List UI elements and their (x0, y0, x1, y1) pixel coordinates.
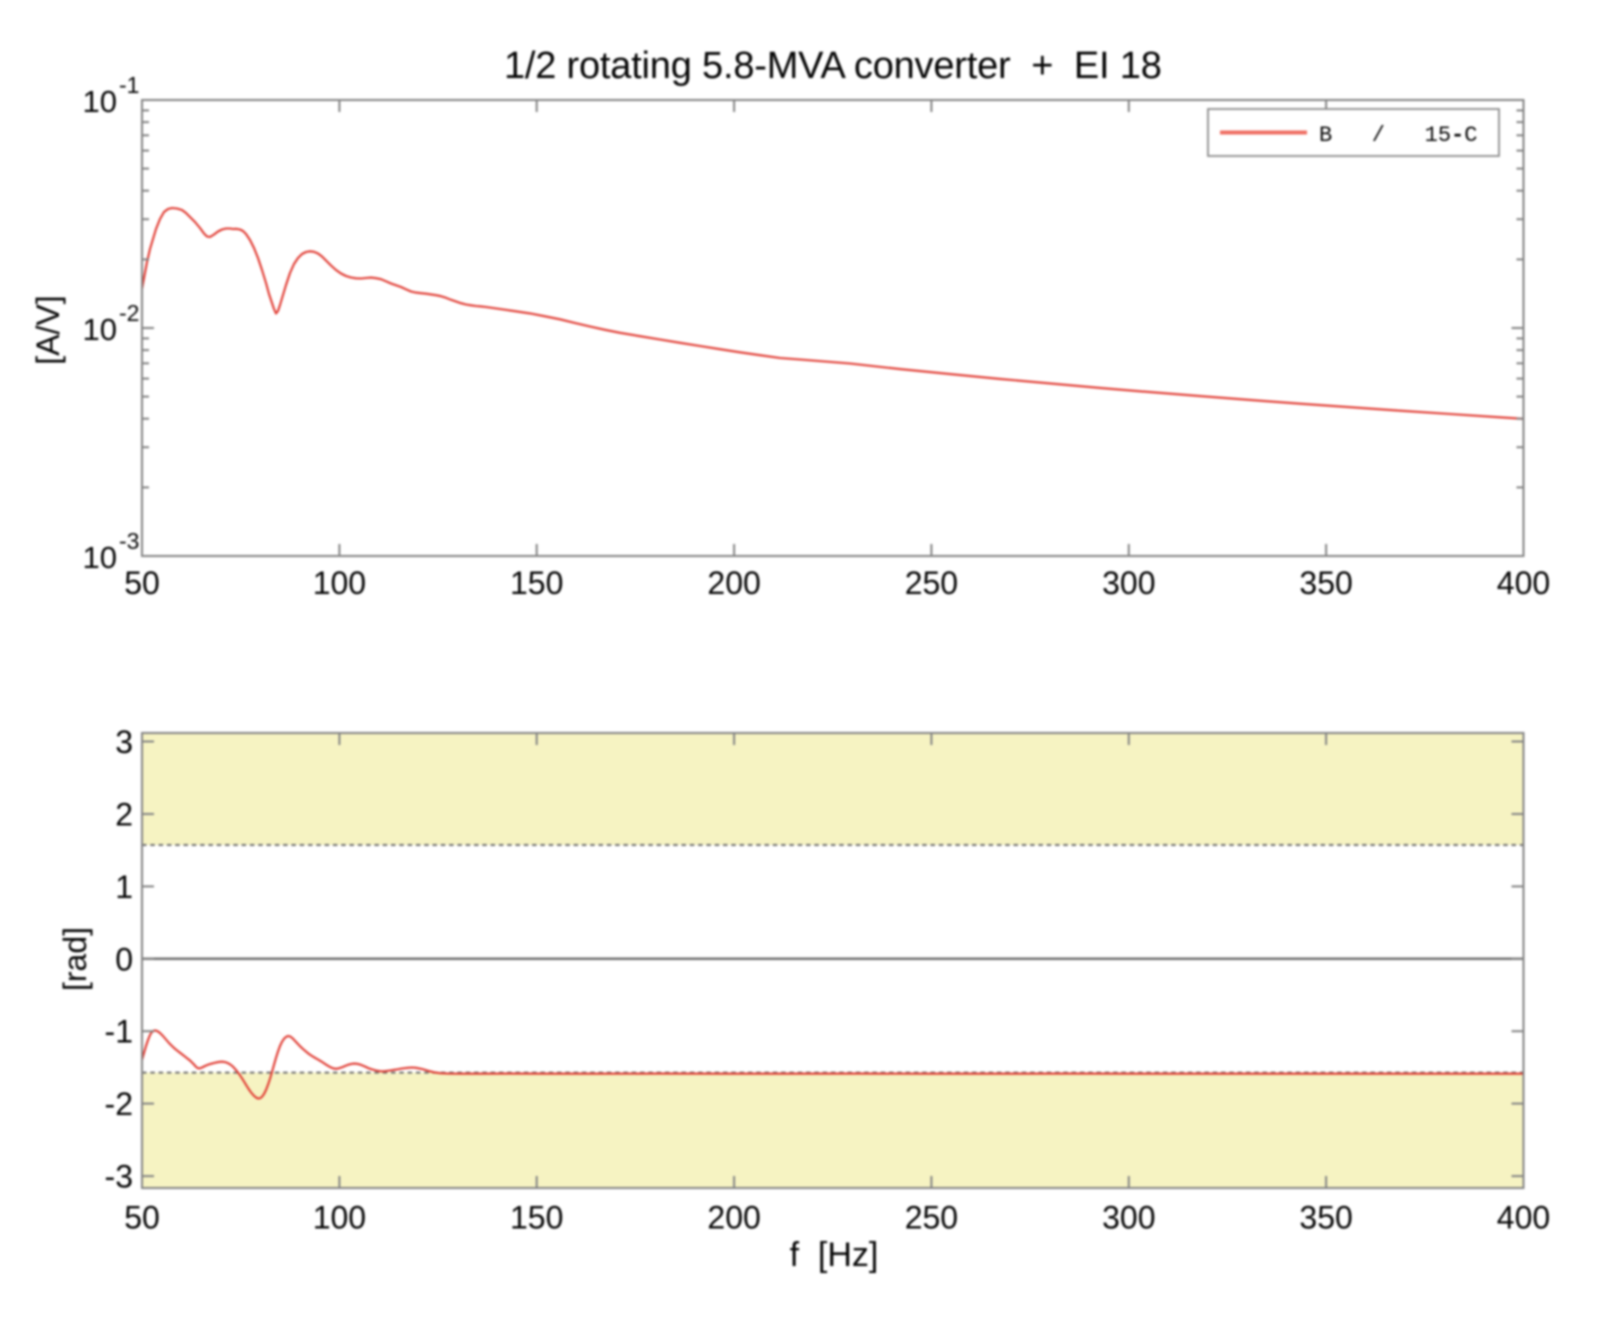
svg-text:-1: -1 (119, 72, 139, 98)
svg-text:[A/V]: [A/V] (30, 295, 66, 364)
svg-text:100: 100 (313, 1200, 366, 1236)
svg-text:10: 10 (83, 540, 117, 575)
svg-text:100: 100 (313, 565, 366, 601)
svg-text:200: 200 (707, 565, 760, 601)
svg-text:400: 400 (1497, 565, 1550, 601)
svg-text:f [Hz]: f [Hz] (790, 1236, 879, 1274)
svg-text:350: 350 (1299, 565, 1352, 601)
svg-text:-3: -3 (119, 528, 139, 554)
svg-text:250: 250 (905, 565, 958, 601)
svg-text:400: 400 (1497, 1200, 1550, 1236)
svg-text:0: 0 (115, 941, 133, 977)
svg-text:1/2 rotating 5.8-MVA converter: 1/2 rotating 5.8-MVA converter + EI 18 (504, 45, 1162, 87)
svg-text:3: 3 (115, 724, 133, 760)
svg-text:10: 10 (83, 84, 117, 119)
svg-text:300: 300 (1102, 1200, 1155, 1236)
svg-text:50: 50 (124, 565, 160, 601)
svg-text:-1: -1 (105, 1014, 133, 1050)
svg-text:350: 350 (1299, 1200, 1352, 1236)
svg-text:150: 150 (510, 1200, 563, 1236)
svg-text:-2: -2 (105, 1086, 133, 1122)
svg-text:B / 15-C: B / 15-C (1319, 123, 1477, 148)
svg-text:300: 300 (1102, 565, 1155, 601)
svg-text:200: 200 (707, 1200, 760, 1236)
svg-text:1: 1 (115, 869, 133, 905)
svg-text:[rad]: [rad] (57, 927, 93, 991)
svg-text:250: 250 (905, 1200, 958, 1236)
svg-text:2: 2 (115, 797, 133, 833)
svg-text:150: 150 (510, 565, 563, 601)
svg-text:-2: -2 (119, 300, 139, 326)
svg-text:50: 50 (124, 1200, 160, 1236)
svg-text:-3: -3 (105, 1159, 133, 1195)
svg-text:10: 10 (83, 312, 117, 347)
